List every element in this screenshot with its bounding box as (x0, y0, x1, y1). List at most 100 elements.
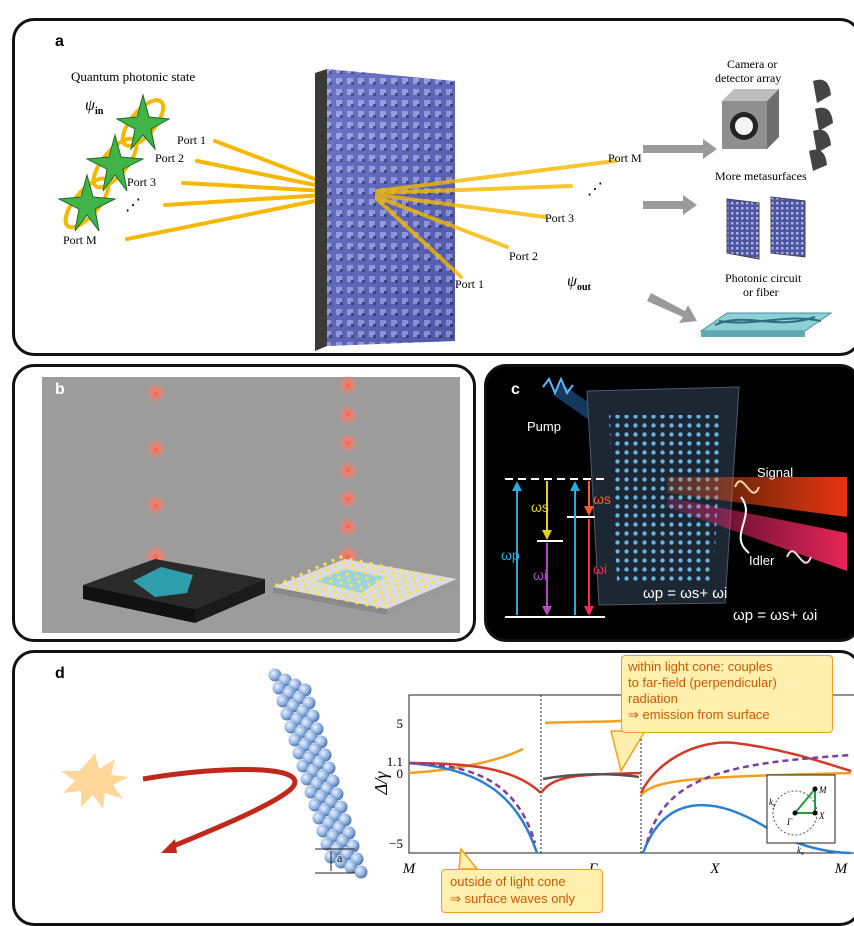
yellow-atom (363, 597, 367, 601)
yellow-atom (337, 576, 341, 580)
lattice-constant-marker (315, 848, 355, 874)
yellow-atom (375, 605, 379, 609)
energy-diagram (505, 478, 605, 618)
camera-icon (722, 89, 779, 149)
yellow-atom (363, 571, 367, 575)
panel-a: a (12, 18, 854, 356)
yellow-atom (293, 582, 297, 586)
atom-lattice (268, 668, 368, 879)
yellow-atom (295, 587, 299, 591)
bz-label: X (818, 811, 825, 821)
yellow-atom (321, 583, 325, 587)
yellow-atom (305, 590, 309, 594)
yellow-atom (389, 566, 393, 570)
y-tick-label: 1.1 (387, 754, 403, 769)
yellow-atom (347, 578, 351, 582)
yellow-atom (319, 577, 323, 581)
input-beams (125, 139, 327, 241)
lattice-atom (304, 785, 318, 799)
bz-point (792, 810, 798, 816)
yellow-atom (391, 572, 395, 576)
more-metasurfaces-icon (726, 196, 806, 260)
bz-label: kx (797, 845, 804, 857)
lattice-atom (312, 811, 326, 825)
yellow-atom (423, 584, 427, 588)
port-right-m: Port M (608, 151, 642, 165)
yellow-atom (413, 582, 417, 586)
grey-curve (542, 772, 640, 781)
panel-a-diagram (57, 69, 833, 351)
yellow-atom (327, 573, 331, 577)
purple-dashed-curve (408, 761, 537, 844)
blue-curve (641, 803, 852, 855)
psi-out-label: ψout (567, 273, 591, 293)
idler-label: Idler (749, 553, 775, 568)
yellow-atom (301, 578, 305, 582)
orange-curve (408, 747, 524, 775)
yellow-atom (421, 578, 425, 582)
panel-b-label: b (55, 381, 65, 398)
yellow-atom (275, 583, 279, 587)
yellow-atom (345, 572, 349, 576)
yellow-atom (409, 570, 413, 574)
detector-array-icon (809, 79, 833, 171)
panel-d: 51.10−5Δ/γMΓXMMΓXkykx a d within light c… (12, 650, 854, 926)
yellow-atom (351, 589, 355, 593)
yellow-atom (429, 575, 433, 579)
yellow-atom (311, 580, 315, 584)
lattice-atom (272, 681, 286, 695)
energy-equation-2: ωp = ωs+ ωi (733, 607, 818, 624)
yellow-atom (371, 594, 375, 598)
omega-i-label-right: ωi (593, 561, 608, 577)
signal-wave (734, 480, 760, 494)
idler-beam (667, 497, 847, 571)
yellow-atom (349, 583, 353, 588)
pump-wave (542, 376, 574, 396)
bz-point (812, 810, 818, 816)
yellow-atom (355, 574, 359, 578)
yellow-atom-dots (275, 555, 443, 609)
yellow-atom (379, 590, 383, 594)
idler-wave (786, 550, 812, 564)
signal-beam (667, 477, 847, 517)
lattice-atom (268, 668, 282, 682)
callout-top-pointer (610, 730, 647, 773)
panel-b: b (12, 364, 476, 642)
yellow-atom (415, 587, 419, 592)
callout-bottom-pointer (458, 847, 479, 870)
port-left-m: Port M (63, 233, 97, 247)
psi-out-symbol: ψ (567, 273, 577, 290)
yellow-atom (393, 577, 397, 581)
reflection-arrow (142, 767, 298, 850)
y-axis-label: Δ/γ (371, 771, 391, 796)
lattice-constant-label: a (337, 851, 343, 865)
yellow-atom (383, 601, 387, 606)
yellow-atom (309, 575, 313, 579)
yellow-atom (397, 589, 401, 593)
yellow-atom (325, 568, 329, 572)
yellow-atom (307, 569, 311, 573)
omega-p-label: ωp (501, 547, 520, 563)
yellow-atom (353, 595, 357, 599)
quantum-state-label: Quantum photonic state (71, 69, 196, 84)
port-right-2: Port 2 (509, 249, 539, 263)
yellow-atom (343, 593, 347, 597)
lattice-atom (344, 860, 358, 874)
yellow-atom (341, 561, 345, 565)
lattice-atom (296, 759, 310, 773)
yellow-atom (357, 580, 361, 584)
yellow-atom (385, 581, 389, 585)
callout-outside-light-cone: outside of light cone ⇒ surface waves on… (441, 869, 603, 913)
yellow-atom (419, 573, 423, 577)
yellow-atom (351, 563, 355, 567)
y-tick-label: 5 (397, 716, 404, 731)
bz-label: ky (769, 797, 776, 809)
yellow-atom (439, 577, 443, 581)
orange-curve (640, 771, 852, 796)
lattice-atom (308, 798, 322, 812)
yellow-atom (329, 579, 333, 583)
irreducible-zone-path (792, 786, 816, 814)
callout-top-line-3: radiation (628, 691, 678, 706)
psi-in-subscript: in (94, 106, 104, 118)
port-left-1: Port 1 (177, 133, 207, 147)
